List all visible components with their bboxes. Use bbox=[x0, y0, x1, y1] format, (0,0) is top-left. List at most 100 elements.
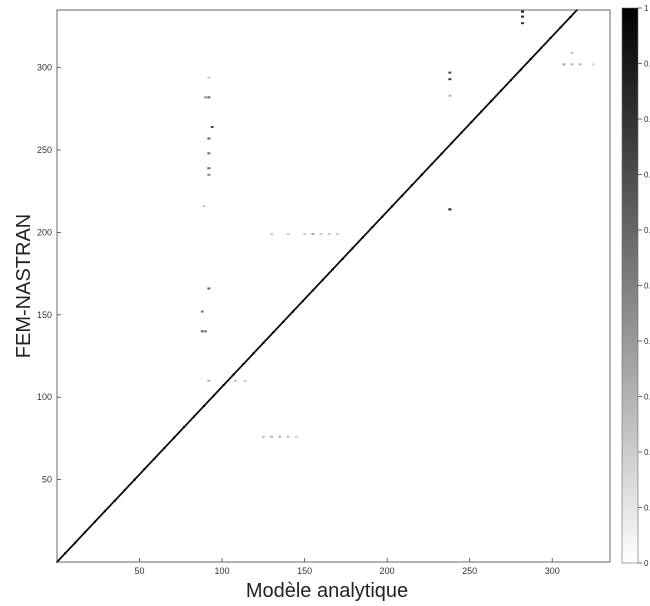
heatmap-cell bbox=[204, 330, 208, 333]
heatmap-cell bbox=[286, 233, 290, 236]
diagonal-cell bbox=[440, 152, 443, 155]
x-tick-label: 100 bbox=[215, 566, 230, 576]
diagonal-cell bbox=[74, 541, 77, 544]
diagonal-cell bbox=[500, 89, 503, 92]
colorbar-tick-label: 0. bbox=[644, 115, 650, 124]
heatmap-cell bbox=[448, 78, 452, 81]
diagonal-cell bbox=[262, 341, 265, 344]
diagonal-cell bbox=[351, 247, 354, 250]
diagonal-cell bbox=[282, 320, 285, 323]
diagonal-cell bbox=[84, 531, 87, 534]
diagonal-cell bbox=[252, 352, 255, 355]
diagonal-cell bbox=[123, 489, 126, 492]
heatmap-cell bbox=[207, 96, 211, 99]
x-tick-label: 300 bbox=[545, 566, 560, 576]
colorbar-tick-label: 0. bbox=[644, 171, 650, 180]
heatmap-cell bbox=[562, 63, 566, 66]
diagonal-cell bbox=[212, 394, 215, 397]
heatmap-cell bbox=[578, 63, 582, 66]
y-tick-label: 200 bbox=[37, 227, 52, 237]
diagonal-cell bbox=[232, 373, 235, 376]
diagonal-cell bbox=[183, 426, 186, 429]
heatmap-cell bbox=[202, 205, 206, 208]
heatmap-cell bbox=[207, 137, 211, 140]
diagonal-cell bbox=[163, 447, 166, 450]
diagonal-cell bbox=[331, 268, 334, 271]
diagonal-cell bbox=[549, 37, 552, 40]
heatmap-cell bbox=[448, 71, 452, 74]
diagonal-cell bbox=[222, 384, 225, 387]
heatmap-cell bbox=[448, 94, 452, 97]
diagonal-cell bbox=[193, 415, 196, 418]
diagonal-cell bbox=[470, 121, 473, 124]
diagonal-band bbox=[56, 9, 578, 563]
heatmap-cell bbox=[286, 435, 290, 438]
x-axis-title: Modèle analytique bbox=[246, 580, 408, 602]
diagonal-cell bbox=[301, 299, 304, 302]
heatmap-cell bbox=[521, 15, 525, 18]
diagonal-cell bbox=[202, 405, 205, 408]
plot-frame bbox=[56, 9, 611, 563]
colorbar-tick-label: 0. bbox=[644, 393, 650, 402]
colorbar-tick-label: 0 bbox=[644, 559, 649, 568]
heatmap-cell bbox=[270, 435, 274, 438]
heatmap-cell bbox=[327, 233, 331, 236]
diagonal-cell bbox=[242, 362, 245, 365]
y-axis: 50 100 150 200 250 300 bbox=[37, 63, 61, 485]
colorbar bbox=[621, 7, 639, 564]
heatmap-cell bbox=[207, 152, 211, 155]
diagonal-cell bbox=[113, 499, 116, 502]
diagonal-cell bbox=[153, 457, 156, 460]
colorbar-tick-label: 1 bbox=[644, 4, 649, 13]
y-axis-title: FEM-NASTRAN bbox=[13, 214, 35, 358]
colorbar-tick-label: 0. bbox=[644, 504, 650, 513]
heatmap-cell bbox=[570, 63, 574, 66]
colorbar-tick-label: 0. bbox=[644, 448, 650, 457]
colorbar-ticks: 0 0. 0. 0. 0. 0. 0. 0. 0. 0. 1 bbox=[638, 4, 650, 568]
diagonal-cell bbox=[272, 331, 275, 334]
heatmap-cell bbox=[243, 379, 247, 382]
diagonal-cell bbox=[381, 215, 384, 218]
heatmap-cell bbox=[261, 435, 265, 438]
diagonal-cell bbox=[93, 520, 96, 523]
colorbar-tick-label: 0. bbox=[644, 226, 650, 235]
colorbar-tick-label: 0. bbox=[644, 60, 650, 69]
heatmap-cell bbox=[210, 125, 214, 128]
x-tick-label: 250 bbox=[462, 566, 477, 576]
heatmap-cell bbox=[303, 233, 307, 236]
diagonal-cell bbox=[361, 236, 364, 239]
heatmap-cell bbox=[336, 233, 340, 236]
x-tick-label: 50 bbox=[135, 566, 145, 576]
diagonal-cell bbox=[143, 468, 146, 471]
diagonal-cell bbox=[569, 16, 572, 19]
x-tick-label: 150 bbox=[297, 566, 312, 576]
colorbar-tick-label: 0. bbox=[644, 337, 650, 346]
heatmap-cell bbox=[521, 22, 525, 25]
diagonal-cell bbox=[430, 163, 433, 166]
y-tick-label: 100 bbox=[37, 392, 52, 402]
x-tick-label: 200 bbox=[380, 566, 395, 576]
heatmap-cell bbox=[207, 167, 211, 170]
heatmap-cell bbox=[591, 63, 595, 66]
heatmap-cells bbox=[200, 10, 595, 438]
heatmap-cell bbox=[200, 310, 204, 313]
y-tick-label: 250 bbox=[37, 145, 52, 155]
heatmap-cell bbox=[204, 96, 208, 99]
heatmap-cell bbox=[207, 379, 211, 382]
diagonal-cell bbox=[103, 510, 106, 513]
colorbar-tick-label: 0. bbox=[644, 282, 650, 291]
diagonal-cell bbox=[133, 478, 136, 481]
y-tick-label: 300 bbox=[37, 63, 52, 73]
diagonal-cell bbox=[450, 142, 453, 145]
heatmap-cell bbox=[448, 208, 452, 211]
diagonal-cell bbox=[401, 194, 404, 197]
diagonal-cell bbox=[292, 310, 295, 313]
diagonal-cell bbox=[64, 552, 67, 555]
heatmap-cell bbox=[521, 10, 525, 13]
diagonal-cell bbox=[539, 47, 542, 50]
diagonal-cell bbox=[420, 173, 423, 176]
heatmap-cell bbox=[570, 51, 574, 54]
diagonal-cell bbox=[559, 26, 562, 29]
diagonal-cell bbox=[391, 205, 394, 208]
